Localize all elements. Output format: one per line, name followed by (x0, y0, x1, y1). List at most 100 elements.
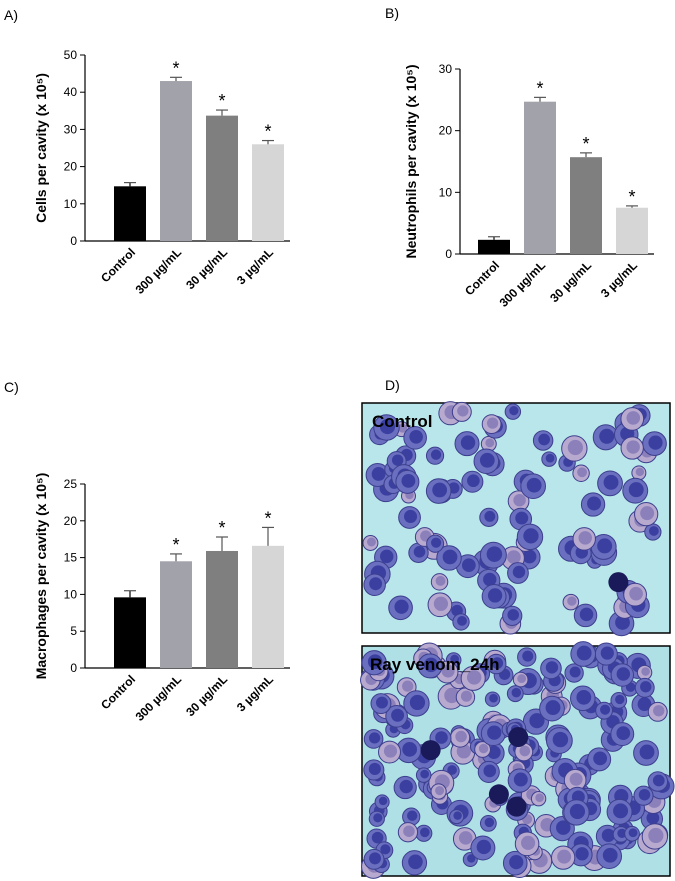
nucleus (380, 549, 394, 564)
x-tick-label: 30 µg/mL (183, 245, 230, 292)
nucleus (431, 537, 442, 548)
nucleus (375, 696, 388, 709)
panel-label: D) (385, 377, 400, 393)
bar (206, 550, 238, 668)
nucleus (576, 645, 592, 661)
nucleus (467, 854, 476, 863)
y-tick-label: 30 (64, 122, 78, 136)
nucleus (487, 588, 503, 603)
y-tick-label: 25 (64, 477, 78, 491)
dark-cell (420, 740, 441, 761)
bar (252, 144, 284, 241)
nucleus (373, 813, 383, 823)
nucleus (575, 847, 589, 861)
x-tick-label: Control (462, 258, 502, 298)
dark-cell (508, 727, 529, 748)
nucleus (617, 828, 627, 839)
nucleus (369, 577, 383, 591)
x-tick-label: 30 µg/mL (183, 672, 230, 719)
bar (252, 545, 284, 668)
x-tick-label: 300 µg/mL (133, 672, 185, 724)
nucleus (593, 751, 608, 766)
nucleus (455, 730, 467, 743)
bar (478, 239, 510, 254)
nucleus (545, 661, 559, 674)
nucleus (380, 844, 391, 855)
image-title: Control (372, 412, 432, 431)
micrograph (360, 641, 675, 879)
y-tick-label: 30 (439, 62, 453, 76)
nucleus (513, 772, 528, 787)
nucleus (368, 762, 381, 775)
nucleus (399, 779, 413, 794)
nucleus (450, 654, 460, 664)
nucleus (484, 510, 496, 522)
nucleus (613, 803, 629, 819)
nucleus (648, 435, 663, 450)
nucleus (509, 855, 524, 870)
nucleus (569, 666, 581, 678)
nucleus (485, 438, 495, 448)
bar (616, 207, 648, 254)
nucleus (402, 742, 418, 757)
y-tick-label: 20 (439, 124, 453, 138)
y-tick-label: 0 (70, 234, 77, 248)
bar (570, 157, 602, 254)
nucleus (453, 811, 462, 820)
nucleus (409, 430, 423, 444)
nucleus (433, 596, 449, 611)
x-tick-label: Control (98, 672, 138, 712)
bar (524, 101, 556, 254)
nucleus (538, 433, 550, 446)
nucleus (369, 852, 381, 865)
nucleus (420, 827, 430, 838)
nucleus (523, 528, 539, 544)
nucleus (637, 697, 652, 711)
nucleus (479, 452, 495, 468)
nucleus (600, 646, 614, 660)
y-tick-label: 10 (439, 185, 453, 199)
nucleus (484, 817, 495, 828)
nucleus (507, 550, 521, 564)
nucleus (578, 531, 592, 545)
nucleus (391, 708, 405, 722)
nucleus (648, 526, 659, 536)
nucleus (639, 744, 655, 760)
nucleus (407, 810, 418, 821)
panel-label: A) (4, 7, 18, 23)
nucleus (460, 690, 472, 702)
nucleus (615, 694, 625, 705)
nucleus (420, 769, 430, 779)
x-tick-label: 3 µg/mL (598, 258, 640, 300)
significance-mark: * (218, 518, 225, 538)
nucleus (569, 772, 583, 786)
y-tick-label: 0 (445, 247, 452, 261)
x-tick-label: 300 µg/mL (497, 258, 549, 310)
significance-mark: * (264, 122, 271, 142)
dark-cell (608, 572, 629, 593)
nucleus (519, 745, 531, 757)
y-tick-label: 50 (64, 48, 78, 62)
nucleus (545, 700, 561, 716)
significance-mark: * (218, 91, 225, 111)
nucleus (447, 765, 457, 775)
y-axis-label: Macrophages per cavity (x 10⁵) (33, 473, 49, 680)
significance-mark: * (628, 187, 635, 207)
nucleus (597, 538, 613, 554)
nucleus (491, 657, 504, 669)
nucleus (567, 596, 577, 606)
nucleus (526, 477, 542, 493)
y-tick-label: 10 (64, 197, 78, 211)
micrograph (361, 401, 671, 637)
nucleus (511, 687, 522, 698)
y-tick-label: 10 (64, 587, 78, 601)
nucleus (486, 546, 503, 562)
nucleus (517, 674, 527, 683)
bar (160, 81, 192, 241)
nucleus (635, 467, 645, 477)
nucleus (512, 565, 526, 579)
nucleus (466, 670, 482, 685)
nucleus (457, 615, 467, 626)
nucleus (629, 586, 643, 601)
